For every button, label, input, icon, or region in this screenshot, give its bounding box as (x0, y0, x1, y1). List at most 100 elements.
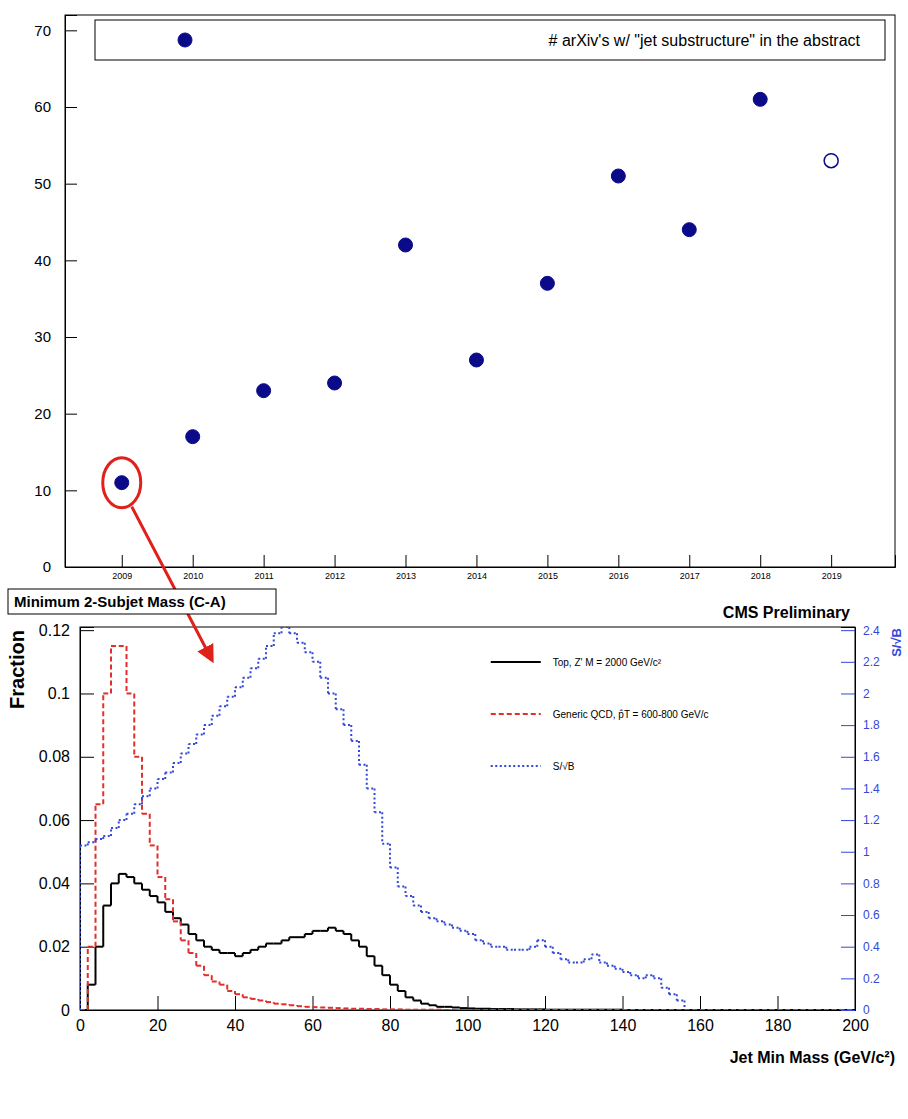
tick-label: 1 (863, 845, 870, 859)
histogram-step (785, 1009, 793, 1010)
histogram-step (165, 911, 173, 913)
histogram-step (88, 984, 96, 986)
tick-label: 0.1 (48, 685, 70, 702)
tick-label: 0.02 (39, 938, 70, 955)
histogram-step (227, 990, 235, 992)
histogram-step (514, 949, 522, 951)
tick: 2014 (467, 555, 487, 581)
chart-histogram: 00.020.040.060.080.10.120204060801001201… (6, 604, 904, 1066)
histogram-step (437, 1009, 445, 1010)
histogram-step (553, 1009, 561, 1010)
step-riser (350, 725, 352, 741)
step-riser (273, 633, 275, 646)
histogram-step (429, 1009, 437, 1010)
histogram-step (847, 1009, 855, 1010)
tick-mark (547, 555, 548, 567)
y-axis: 010203040506070 (34, 16, 77, 576)
histogram-step (305, 1006, 313, 1008)
histogram-step (158, 778, 166, 780)
histogram-step (413, 1009, 421, 1010)
tick-mark (841, 947, 855, 948)
histogram-step (359, 1008, 367, 1010)
tick: 0.02 (39, 938, 94, 955)
tick: 0.1 (48, 685, 94, 702)
histogram-step (235, 955, 243, 957)
annotation-layer (103, 458, 212, 660)
tick-label: 140 (610, 1017, 637, 1034)
histogram-step (212, 715, 220, 717)
histogram-step (235, 993, 243, 995)
tick-mark (65, 30, 77, 31)
histogram-step (80, 844, 88, 846)
histogram-step (561, 958, 569, 960)
plot-area (115, 92, 838, 489)
histogram-step (297, 1005, 305, 1007)
histogram-step (506, 1008, 514, 1010)
tick-label: 0.06 (39, 812, 70, 829)
x-axis: 020406080100120140160180200 (76, 996, 869, 1034)
tick: 20 (34, 405, 77, 422)
axis-line (81, 996, 856, 1011)
histogram-step (537, 939, 545, 941)
step-riser (250, 668, 252, 677)
histogram-step (793, 1009, 801, 1010)
histogram-step (801, 1009, 809, 1010)
step-riser (102, 906, 104, 947)
tick-mark (841, 662, 855, 663)
histogram-step (669, 993, 677, 995)
step-riser (242, 678, 244, 687)
tick: 40 (227, 996, 245, 1034)
histogram-step (289, 936, 297, 938)
histogram-step (630, 974, 638, 976)
histogram-step (700, 1009, 708, 1010)
step-riser (405, 887, 407, 896)
histogram-step (328, 1007, 336, 1009)
histogram-step (158, 901, 166, 903)
series (80, 646, 855, 1010)
histogram-step (677, 1000, 685, 1002)
histogram-step (514, 1009, 522, 1010)
histogram-step (189, 743, 197, 745)
step-riser (343, 709, 345, 725)
histogram-step (692, 1009, 700, 1010)
histogram-step (793, 1009, 801, 1010)
tick: 0.12 (39, 622, 94, 639)
histogram-step (258, 946, 266, 948)
axis-line (66, 16, 78, 568)
tick-label: 100 (455, 1017, 482, 1034)
histogram-step (460, 1007, 468, 1009)
tick: 2018 (751, 555, 771, 581)
tick-mark (65, 107, 77, 108)
histogram-step (801, 1009, 809, 1010)
tick-mark (623, 996, 624, 1010)
axis-line (841, 628, 856, 1011)
histogram-step (491, 1008, 499, 1010)
histogram-step (344, 1007, 352, 1009)
histogram-step (413, 1000, 421, 1002)
tick-label: 2014 (467, 571, 487, 581)
histogram-step (452, 1009, 460, 1010)
histogram-step (220, 705, 228, 707)
histogram-step (840, 1009, 848, 1010)
tick-label: 0.6 (863, 908, 880, 922)
tick-mark (778, 996, 779, 1010)
tick-label: 2015 (538, 571, 558, 581)
step-riser (211, 716, 213, 725)
tick-mark (65, 337, 77, 338)
step-riser (188, 744, 190, 753)
step-riser (188, 925, 190, 934)
tick-mark (65, 184, 77, 185)
histogram-step (731, 1009, 739, 1010)
histogram-step (584, 1009, 592, 1010)
step-riser (110, 828, 112, 836)
x-axis: 2009201020112012201320142015201620172018… (66, 555, 896, 581)
tick-mark (841, 883, 855, 884)
histogram-step (313, 1006, 321, 1008)
histogram-step (475, 1009, 483, 1010)
tick: 2017 (680, 555, 700, 581)
step-riser (102, 693, 104, 804)
tick: 40 (34, 252, 77, 269)
histogram-step (584, 1009, 592, 1010)
tick: 120 (532, 996, 559, 1034)
histogram-step (336, 708, 344, 710)
